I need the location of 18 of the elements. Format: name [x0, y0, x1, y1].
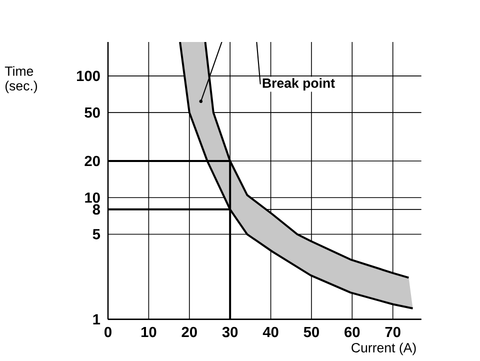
x-tick-label: 0 — [104, 326, 112, 338]
y-tick-label: 8 — [92, 204, 100, 214]
y-tick-label: 50 — [84, 107, 100, 118]
x-axis-title: Current (A) — [352, 342, 416, 355]
y-tick-label: 1 — [93, 314, 100, 324]
annotation: Break point — [262, 78, 335, 90]
y-tick-label: 10 — [85, 192, 100, 203]
x-tick-label: 20 — [182, 326, 197, 338]
y-tick-label: 5 — [92, 229, 100, 240]
x-tick-label: 10 — [141, 326, 156, 338]
y-axis-title: Time (sec.) — [4, 66, 38, 93]
y-tick-label: 20 — [84, 156, 100, 166]
x-tick-label: 60 — [344, 326, 360, 338]
y-tick-label: 100 — [77, 70, 100, 81]
x-tick-label: 40 — [262, 326, 278, 338]
x-tick-label: 70 — [385, 326, 400, 338]
x-tick-label: 30 — [222, 326, 238, 338]
x-tick-label: 50 — [304, 326, 319, 338]
